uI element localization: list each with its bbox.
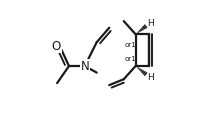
Text: or1: or1 [124, 56, 136, 62]
Text: N: N [80, 60, 89, 72]
Text: H: H [147, 19, 154, 28]
Text: O: O [52, 40, 61, 53]
Text: or1: or1 [124, 42, 136, 48]
Text: H: H [147, 73, 154, 82]
